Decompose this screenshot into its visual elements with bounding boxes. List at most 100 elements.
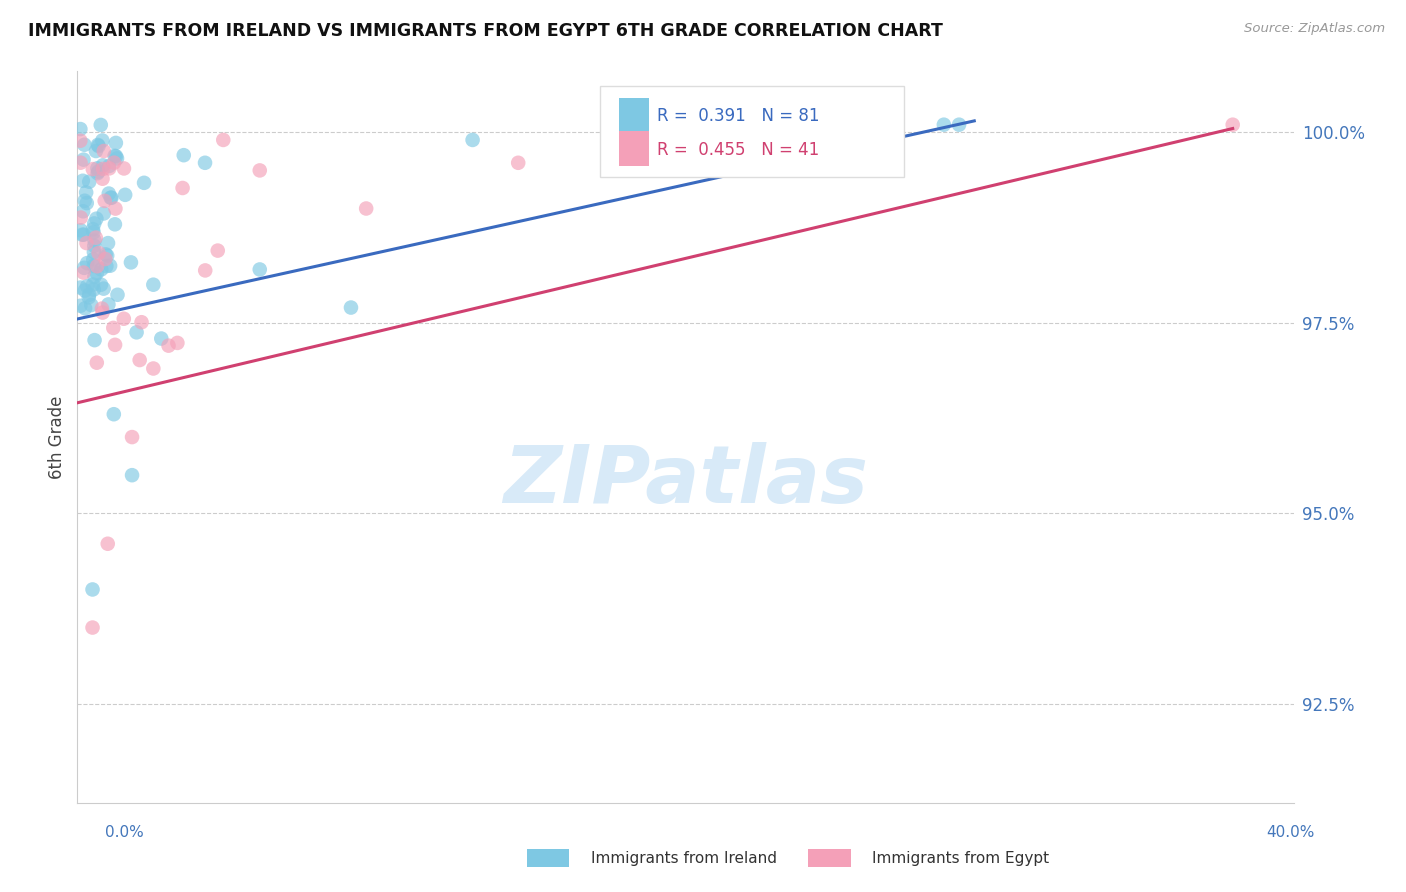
Point — [104, 202, 127, 216]
Point — [96, 259, 118, 273]
Point — [76, 279, 98, 293]
Point — [93, 206, 115, 220]
Point — [80, 298, 103, 312]
Point — [150, 332, 173, 346]
Point — [104, 136, 127, 150]
Text: Immigrants from Ireland: Immigrants from Ireland — [591, 851, 776, 865]
Point — [97, 236, 120, 251]
Point — [354, 202, 377, 216]
Point — [70, 227, 93, 242]
Point — [249, 163, 271, 178]
Point — [83, 259, 105, 273]
Point — [72, 153, 94, 167]
Point — [69, 211, 91, 225]
Point — [75, 186, 97, 200]
Point — [73, 227, 96, 242]
Point — [82, 252, 104, 267]
Point — [90, 118, 112, 132]
Point — [73, 284, 96, 298]
Point — [128, 353, 150, 368]
Text: Source: ZipAtlas.com: Source: ZipAtlas.com — [1244, 22, 1385, 36]
Point — [72, 266, 94, 280]
Point — [94, 247, 117, 261]
Point — [212, 133, 235, 147]
Point — [98, 159, 121, 173]
Point — [84, 144, 107, 158]
Point — [104, 338, 127, 352]
Point — [86, 161, 108, 176]
Point — [77, 287, 100, 301]
Point — [97, 186, 120, 201]
Point — [172, 181, 194, 195]
Point — [69, 280, 91, 294]
Point — [104, 149, 127, 163]
Point — [93, 282, 115, 296]
Point — [96, 249, 118, 263]
Text: IMMIGRANTS FROM IRELAND VS IMMIGRANTS FROM EGYPT 6TH GRADE CORRELATION CHART: IMMIGRANTS FROM IRELAND VS IMMIGRANTS FR… — [28, 22, 943, 40]
Point — [87, 139, 110, 153]
Text: Immigrants from Egypt: Immigrants from Egypt — [872, 851, 1049, 865]
Point — [97, 537, 120, 551]
Point — [121, 430, 143, 444]
Point — [104, 149, 127, 163]
Point — [91, 171, 114, 186]
Point — [69, 223, 91, 237]
Point — [91, 305, 114, 319]
Point — [105, 152, 128, 166]
Point — [508, 155, 530, 169]
Point — [86, 166, 108, 180]
Point — [1222, 118, 1244, 132]
Point — [73, 194, 96, 208]
Point — [86, 259, 108, 273]
Point — [114, 187, 136, 202]
FancyBboxPatch shape — [600, 86, 904, 178]
Point — [77, 290, 100, 304]
Point — [86, 266, 108, 280]
Point — [76, 196, 98, 211]
Point — [207, 244, 229, 258]
Point — [112, 161, 135, 176]
Text: R =  0.391   N = 81: R = 0.391 N = 81 — [658, 107, 820, 125]
Point — [83, 333, 105, 347]
Point — [87, 164, 110, 178]
Point — [103, 321, 125, 335]
Point — [98, 259, 121, 273]
Point — [107, 287, 129, 301]
Text: R =  0.455   N = 41: R = 0.455 N = 41 — [658, 141, 820, 159]
Point — [132, 176, 155, 190]
Point — [87, 138, 110, 153]
Point — [91, 133, 114, 147]
Point — [83, 234, 105, 248]
Point — [83, 269, 105, 284]
Point — [69, 134, 91, 148]
Point — [94, 252, 117, 266]
Point — [87, 246, 110, 260]
Point — [100, 191, 122, 205]
Point — [84, 230, 107, 244]
Point — [77, 175, 100, 189]
Point — [76, 256, 98, 270]
Point — [91, 161, 114, 176]
Point — [91, 158, 114, 172]
Text: ZIPatlas: ZIPatlas — [503, 442, 868, 520]
Point — [142, 361, 165, 376]
Point — [249, 262, 271, 277]
Point — [103, 407, 125, 421]
Point — [103, 155, 125, 169]
Point — [120, 255, 142, 269]
Point — [91, 301, 114, 316]
Point — [82, 162, 104, 177]
Point — [142, 277, 165, 292]
Point — [90, 262, 112, 277]
Point — [90, 277, 112, 292]
Point — [131, 315, 153, 329]
Point — [461, 133, 484, 147]
Bar — [619, 98, 650, 134]
Y-axis label: 6th Grade: 6th Grade — [48, 395, 66, 479]
Point — [97, 297, 120, 311]
Text: 0.0%: 0.0% — [105, 825, 145, 840]
Point — [93, 194, 115, 208]
Point — [83, 244, 105, 259]
Point — [69, 122, 91, 136]
Point — [69, 299, 91, 313]
